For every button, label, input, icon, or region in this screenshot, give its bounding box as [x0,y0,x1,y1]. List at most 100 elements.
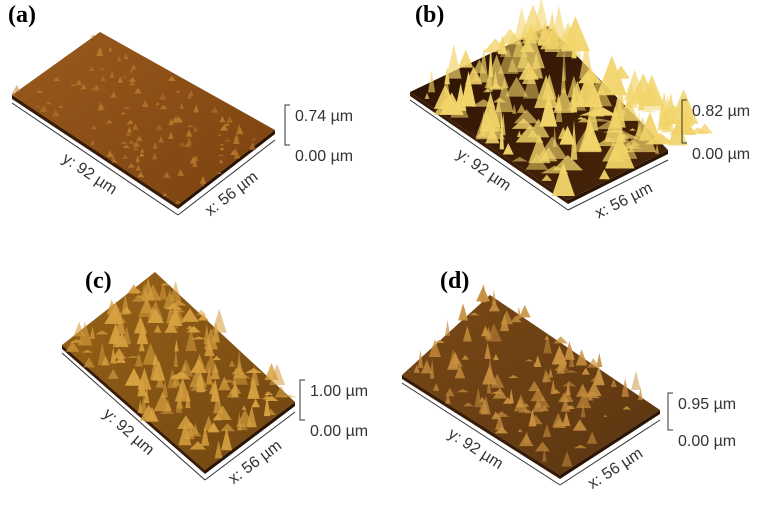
surface-peak [135,164,142,171]
z-max-label: 1.00 µm [310,383,368,400]
surface-peak [219,115,226,123]
surface-peak [93,84,101,91]
surface-peak [132,145,139,151]
surface-peak [105,119,114,124]
surface-peak [125,122,131,126]
surface-peak [510,315,522,323]
surface-peak [65,341,80,352]
surface-peak [263,395,271,417]
surface-peak [274,385,288,398]
surface-peak [153,324,162,333]
surface-peak [598,169,610,180]
surface-peak [110,346,117,364]
surface-peak [587,395,594,401]
surface-peak [119,112,127,115]
surface-peak [201,425,210,446]
surface-peak [168,131,174,139]
surface-peak [522,69,536,84]
surface-peak [158,135,164,143]
surface-peak [212,355,222,361]
surface-peak [499,110,504,150]
surface-peak [88,66,95,72]
surface-peak [524,359,534,362]
surface-peak [658,105,689,115]
surface-peak [417,349,424,368]
surface-peak [497,35,508,55]
surface-peak [192,161,198,168]
surface-peak [220,126,227,130]
x-axis-line [559,419,661,486]
surface-peak [127,126,132,133]
surface-peak [251,137,257,141]
surface-peak [167,307,183,326]
surface-peak [124,368,144,386]
surface-peak [428,339,442,357]
surface-peak [173,324,180,329]
surface-peak [498,28,523,45]
surface-peak [190,336,208,340]
surface-peak [194,354,205,368]
surface-peak [534,75,559,108]
surface-peak [45,101,52,105]
surface-peak [185,389,191,409]
surface-peak [543,333,552,354]
surface-peak [446,43,462,79]
surface-peak [107,368,119,379]
surface-peak [130,63,137,70]
surface-peak [122,75,128,78]
surface-peak [40,105,48,112]
surface-peak [556,357,566,374]
surface-peak [516,306,521,319]
y-axis-line [11,102,179,216]
z-min-label: 0.00 µm [310,423,368,440]
surface-peak [178,422,192,446]
surface-peak [541,174,552,181]
surface-peak [576,383,590,397]
surface-peak [90,139,95,145]
surface-peak [171,116,180,123]
afm-panel: (b)y: 92 µmx: 56 µm0.82 µm0.00 µm [409,0,750,222]
surface-peak [586,431,598,444]
x-axis-line [204,411,296,481]
surface-peak [184,143,192,147]
surface-peak [155,102,160,105]
surface-peak [454,364,466,379]
surface-peak [544,335,550,340]
surface-peak [482,365,497,385]
surface-peak [134,87,142,94]
surface-peak [211,308,227,333]
surface-peak [624,81,638,109]
surface-peak [219,147,225,151]
surface-peak [578,110,608,116]
surface-peak [576,392,592,409]
surface-peak [537,136,568,159]
surface-peak [99,67,106,71]
surface-peak [628,116,657,153]
surface-peak [249,365,260,386]
surface-peak [115,354,126,364]
surface-peak [421,359,433,374]
surface-peak [226,116,233,123]
surface-peak [476,286,490,302]
z-max-label: 0.74 µm [295,108,353,125]
surface-peak [528,380,541,392]
surface-peak [143,387,150,404]
surface-peak [512,103,517,114]
surface-peak [552,154,584,171]
surface-peak [478,46,489,83]
surface-peak [186,137,193,145]
surface-peak [236,123,242,132]
surface-peak [89,326,96,339]
surface-peak [147,300,164,320]
surface-peak [136,135,143,142]
surface-peak [141,99,149,107]
surface-edge [568,150,668,204]
surface-peak [448,348,459,369]
surface-peak [83,357,95,368]
surface-peak [233,136,240,144]
surface-peak [101,355,110,366]
surface-peak [572,419,588,431]
afm-panel: (c)y: 92 µmx: 56 µm1.00 µm0.00 µm [61,268,368,488]
surface-peak [122,144,131,148]
surface-peak [182,363,187,372]
